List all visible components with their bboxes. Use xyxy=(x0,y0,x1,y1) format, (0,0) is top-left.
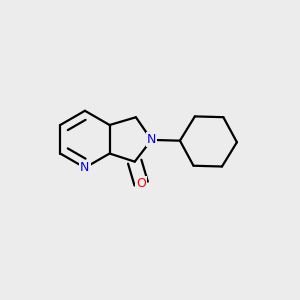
Text: O: O xyxy=(136,177,146,190)
Text: N: N xyxy=(80,161,90,174)
Text: N: N xyxy=(147,134,156,146)
